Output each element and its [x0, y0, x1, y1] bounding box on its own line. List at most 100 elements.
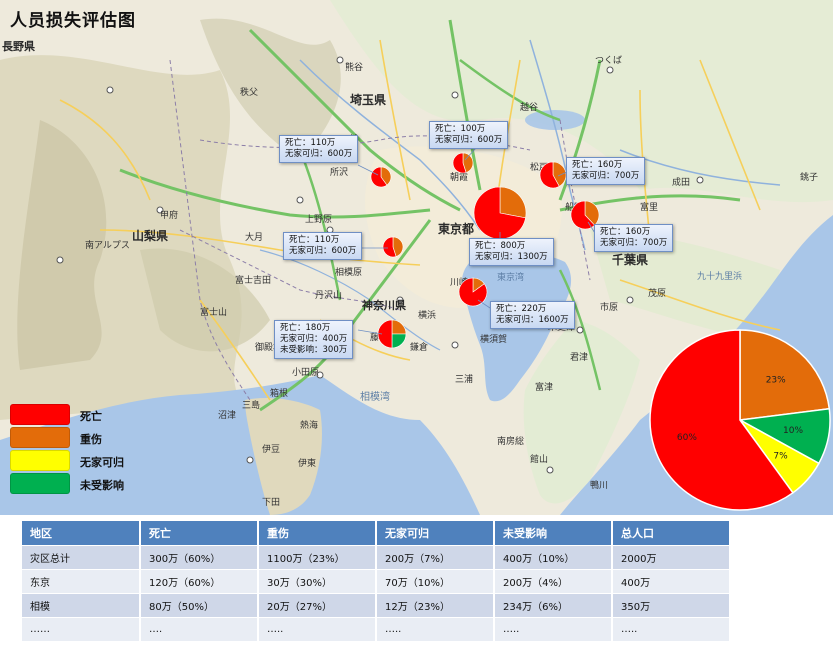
callout-saitama-west[interactable]: 死亡：110万 无家可归：600万: [279, 135, 359, 163]
table-cell: 200万（7%）: [376, 544, 495, 569]
map-pie-slice[interactable]: [452, 152, 467, 174]
label-kumagaya: 熊谷: [345, 61, 363, 73]
summary-pie-chart[interactable]: 23% 10% 7% 60%: [649, 329, 831, 511]
callout-tokyo-west[interactable]: 死亡：110万 无家可归：600万: [283, 232, 363, 260]
map-pie-slice[interactable]: [473, 186, 526, 240]
callout-line: 死亡：110万: [285, 138, 336, 148]
label-minamialps: 南アルプス: [85, 239, 130, 251]
road-national-126: [619, 279, 781, 331]
label-tokyo: 東京都: [438, 221, 474, 236]
label-nagano: 長野県: [2, 40, 35, 53]
label-tsukuba: つくば: [595, 55, 622, 66]
map-pie-markers: [370, 152, 600, 349]
pie-slice[interactable]: [739, 329, 831, 421]
callout-line: 死亡：160万: [572, 160, 623, 170]
map-pie-slice[interactable]: [382, 236, 397, 258]
callout-kawasaki[interactable]: 死亡：220万 无家可归：1600万: [490, 301, 575, 329]
table-header: 地区: [22, 521, 141, 545]
road-national-51: [699, 59, 761, 211]
label-choshi: 銚子: [800, 171, 818, 183]
table-cell: 灾区总计: [22, 544, 141, 569]
table-header-row: 地区 死亡 重伤 无家可归 未受影响 总人口: [22, 521, 731, 545]
border-chiba: [559, 119, 591, 281]
callout-line: 死亡：160万: [600, 227, 651, 237]
callout-line: 未受影响：300万: [280, 345, 348, 355]
label-kimitsu: 君津: [570, 352, 588, 363]
map-pie-slice[interactable]: [570, 200, 596, 230]
table-row: 相模 80万（50%） 20万（27%） 12万（23%） 234万（6%） 3…: [22, 592, 731, 617]
map-pie-slice[interactable]: [380, 166, 392, 186]
map-pie-slice[interactable]: [539, 161, 560, 189]
label-kujukuri: 九十九里浜: [697, 270, 742, 282]
label-chichibu: 秩父: [240, 87, 258, 98]
table-cell: 350万: [612, 592, 731, 617]
mountain-shade-north: [200, 18, 341, 161]
callout-saitama-east[interactable]: 死亡：100万 无家可归：600万: [429, 121, 509, 149]
callout-line: 无家可归：700万: [600, 238, 668, 248]
label-sagamihara: 相模原: [335, 266, 362, 278]
pie-slice-label: 7%: [773, 452, 788, 462]
label-koshigaya: 越谷: [520, 101, 538, 113]
pie-slice-label: 60%: [677, 433, 697, 443]
callout-line: 无家可归：600万: [289, 246, 357, 256]
base-map[interactable]: 埼玉県 東京都 神奈川県 山梨県 千葉県 長野県 越谷 熊谷 秩父 つくば 松戸…: [0, 0, 833, 515]
label-asaka: 朝霞: [450, 172, 468, 183]
callout-line: 无家可归：400万: [280, 334, 348, 344]
casualty-table: 地区 死亡 重伤 无家可归 未受影响 总人口 灾区总计 300万（60%） 11…: [22, 521, 731, 641]
label-saitama: 埼玉県: [350, 92, 386, 107]
table-cell: 东京: [22, 568, 141, 593]
table-cell: 30万（30%）: [258, 568, 377, 593]
table-cell: 400万（10%）: [494, 544, 613, 569]
table-cell: 1100万（23%）: [258, 544, 377, 569]
map-pie-slice[interactable]: [462, 152, 474, 173]
label-tokorozawa: 所沢: [330, 166, 348, 178]
table-cell: 20万（27%）: [258, 592, 377, 617]
map-pie-slice[interactable]: [499, 186, 527, 219]
callout-line: 无家可归：600万: [285, 149, 353, 159]
callout-line: 无家可归：600万: [435, 135, 503, 145]
label-odawara: 小田原: [292, 367, 319, 378]
legend-label: 重伤: [80, 433, 102, 446]
izu-peninsula: [245, 398, 322, 515]
callout-chiba-north[interactable]: 死亡：160万 无家可归：700万: [566, 157, 646, 185]
pie-slice-label: 10%: [783, 426, 803, 436]
highway-tateyama: [558, 269, 602, 391]
table-row: 东京 120万（60%） 30万（30%） 70万（10%） 200万（4%） …: [22, 568, 731, 593]
label-fuji: 富士山: [200, 306, 227, 318]
label-futtsu: 富津: [535, 381, 553, 393]
table-cell: 相模: [22, 592, 141, 617]
road-national-138: [199, 299, 271, 401]
map-pie-slice[interactable]: [392, 236, 404, 257]
callout-line: 死亡：100万: [435, 124, 486, 134]
legend-swatch: [10, 450, 70, 471]
label-hakone: 箱根: [270, 387, 288, 399]
table-header: 总人口: [612, 521, 731, 545]
table-header: 重伤: [258, 521, 377, 545]
label-chiba: 千葉県: [612, 252, 648, 267]
border-tokyo-kanagawa: [179, 229, 401, 311]
label-yokohama: 横浜: [418, 309, 436, 321]
label-numazu: 沼津: [218, 410, 236, 421]
legend-item-unaffected: 未受影响: [10, 473, 160, 496]
label-tanzawa: 丹沢山: [315, 289, 342, 301]
callout-line: 死亡：180万: [280, 323, 331, 333]
sagami-sea: [0, 375, 480, 515]
boso-peninsula: [523, 320, 640, 504]
legend-item-death: 死亡: [10, 404, 160, 427]
table-cell: 200万（4%）: [494, 568, 613, 593]
lake: [525, 110, 585, 130]
callout-chiba-center[interactable]: 死亡：160万 无家可归：700万: [594, 224, 674, 252]
pie-slice[interactable]: [649, 329, 794, 511]
pie-slice-label: 23%: [766, 375, 786, 385]
legend-swatch: [10, 473, 70, 494]
label-fujiyoshida: 富士吉田: [235, 274, 271, 286]
legend-swatch: [10, 427, 70, 448]
map-pie-slice[interactable]: [458, 277, 488, 307]
label-tomisato: 富里: [640, 201, 658, 213]
callout-sagami[interactable]: 死亡：180万 无家可归：400万 未受影响：300万: [274, 320, 354, 359]
map-pie-slice[interactable]: [377, 319, 393, 349]
map-pie-slice[interactable]: [370, 166, 388, 188]
callout-tokyo-center[interactable]: 死亡：800万 无家可归：1300万: [469, 238, 554, 266]
table-cell: 80万（50%）: [140, 592, 259, 617]
mountain-shade-fuji: [140, 248, 270, 352]
